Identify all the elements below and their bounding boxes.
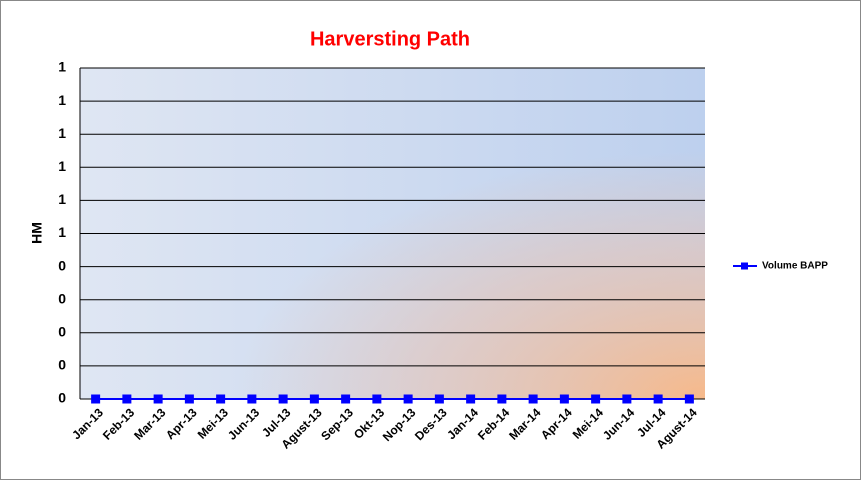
y-tick-label: 1 — [58, 224, 66, 240]
data-point — [122, 394, 132, 404]
data-point — [403, 394, 413, 404]
data-point — [372, 394, 382, 404]
data-point — [184, 394, 194, 404]
y-tick-label: 0 — [58, 357, 66, 373]
y-tick-label: 1 — [58, 59, 66, 75]
data-point — [559, 394, 569, 404]
y-tick-label: 0 — [58, 257, 66, 273]
legend-marker — [741, 262, 748, 270]
y-tick-label: 1 — [58, 125, 66, 141]
data-point — [153, 394, 163, 404]
data-point — [247, 394, 257, 404]
legend-label: Volume BAPP — [762, 261, 828, 272]
data-point — [591, 394, 601, 404]
chart-title: Harversting Path — [310, 28, 470, 50]
y-tick-label: 1 — [58, 191, 66, 207]
data-point — [528, 394, 538, 404]
data-point — [653, 394, 663, 404]
y-tick-label: 1 — [58, 158, 66, 174]
y-tick-label: 0 — [58, 390, 66, 406]
data-point — [91, 394, 101, 404]
data-point — [497, 394, 507, 404]
data-point — [341, 394, 351, 404]
data-point — [622, 394, 632, 404]
y-tick-label: 0 — [58, 290, 66, 306]
data-point — [309, 394, 319, 404]
y-axis-label: HM — [29, 222, 45, 244]
y-tick-label: 1 — [58, 92, 66, 108]
y-tick-label: 0 — [58, 324, 66, 340]
data-point — [216, 394, 226, 404]
data-point — [434, 394, 444, 404]
data-point — [466, 394, 476, 404]
data-point — [278, 394, 288, 404]
data-point — [684, 394, 694, 404]
